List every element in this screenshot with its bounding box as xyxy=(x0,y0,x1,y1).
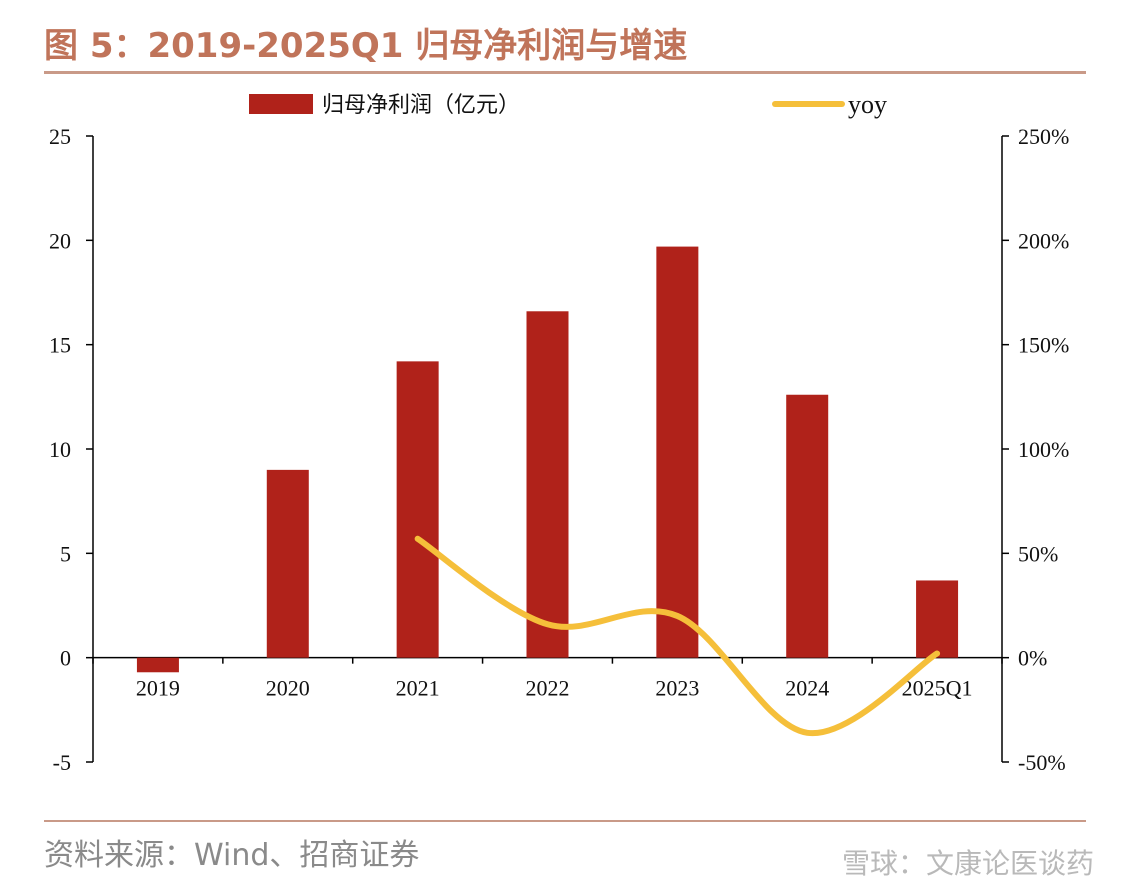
x-tick-label: 2020 xyxy=(266,676,310,701)
legend-swatch-bar xyxy=(249,94,313,114)
y-left-tick-label: 15 xyxy=(49,333,71,358)
y-left-tick-label: 5 xyxy=(60,541,71,566)
y-left-tick-label: -5 xyxy=(53,750,71,775)
legend-label-line: yoy xyxy=(848,90,887,119)
watermark: 雪球：文康论医谈药 xyxy=(841,847,1094,880)
chart-title: 图 5：2019-2025Q1 归母净利润与增速 xyxy=(44,26,688,66)
bar-2020 xyxy=(266,469,309,658)
y-right-tick-label: 200% xyxy=(1018,228,1069,253)
title-divider xyxy=(44,71,1086,74)
source-note: 资料来源：Wind、招商证券 xyxy=(44,838,420,873)
bar-2025Q1 xyxy=(916,580,959,658)
bar-2021 xyxy=(396,361,439,658)
x-tick-label: 2021 xyxy=(396,676,440,701)
x-tick-label: 2025Q1 xyxy=(902,676,973,701)
y-right-tick-label: 100% xyxy=(1018,437,1069,462)
x-tick-label: 2019 xyxy=(136,676,180,701)
y-right-tick-label: -50% xyxy=(1018,750,1066,775)
y-left-tick-label: 0 xyxy=(60,646,71,671)
x-tick-label: 2023 xyxy=(655,676,699,701)
bar-2022 xyxy=(526,311,569,658)
y-right-tick-label: 250% xyxy=(1018,124,1069,149)
footer-divider xyxy=(44,820,1086,822)
bar-2024 xyxy=(786,394,829,658)
y-right-tick-label: 150% xyxy=(1018,333,1069,358)
yoy-line xyxy=(414,535,941,736)
bar-2023 xyxy=(656,246,699,658)
y-left-tick-label: 20 xyxy=(49,228,71,253)
x-tick-label: 2024 xyxy=(785,676,829,701)
y-left-tick-label: 10 xyxy=(49,437,71,462)
y-right-tick-label: 50% xyxy=(1018,541,1058,566)
y-right-tick-label: 0% xyxy=(1018,646,1047,671)
chart: -5 0 5 10 15 20 25 -50% 0% 50% 100% 150% 200% 250% 201… xyxy=(49,90,1069,775)
bar-2019 xyxy=(136,657,179,673)
y-left-tick-label: 25 xyxy=(49,124,71,149)
legend-label-bar: 归母净利润（亿元） xyxy=(322,93,520,118)
x-tick-label: 2022 xyxy=(526,676,570,701)
